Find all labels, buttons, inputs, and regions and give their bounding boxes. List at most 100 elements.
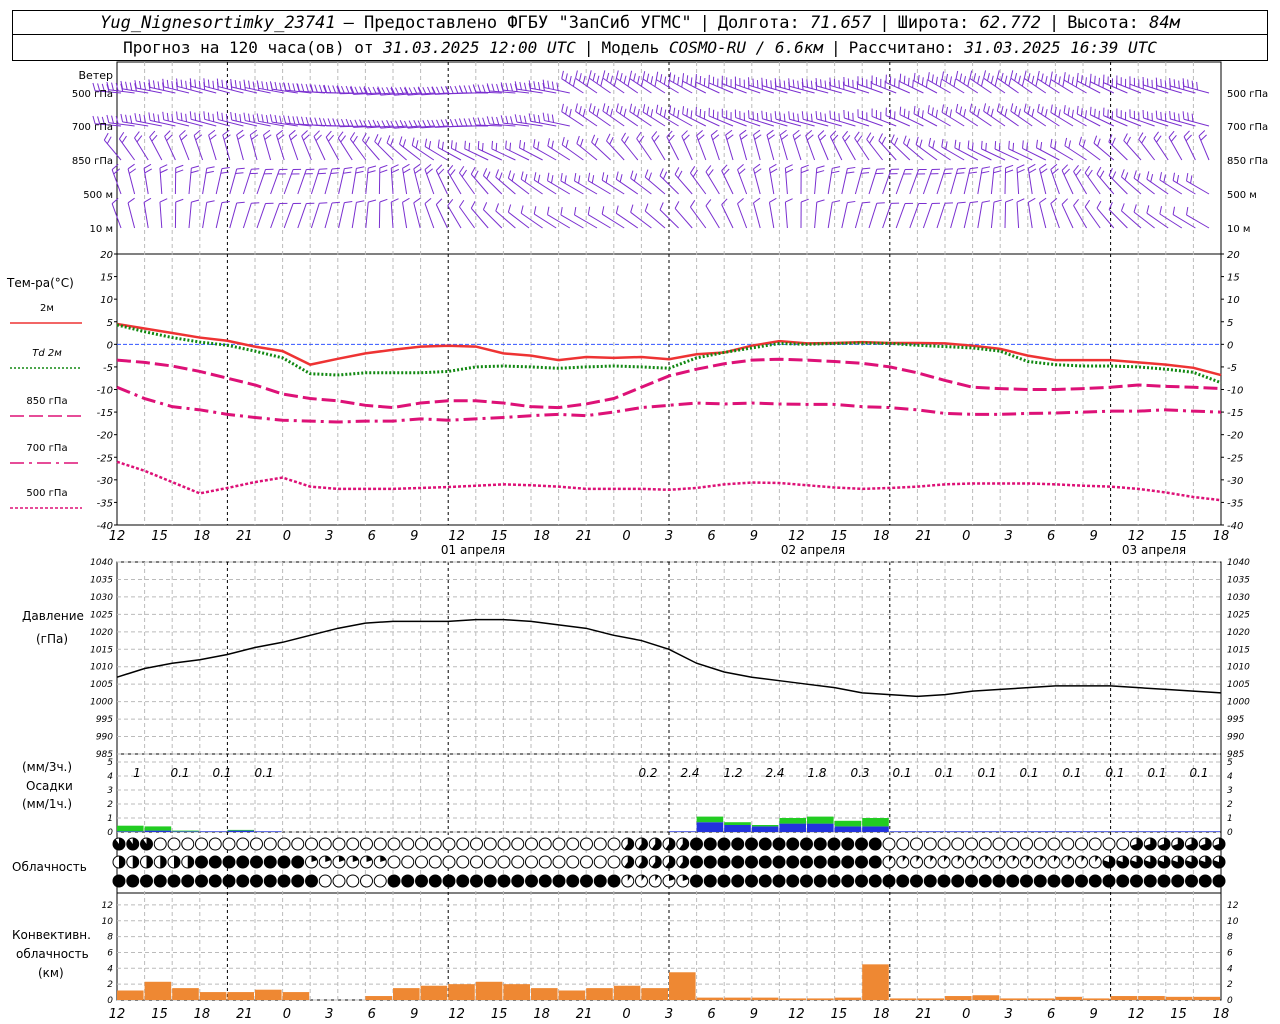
wind-barb-staff bbox=[451, 147, 475, 161]
wind-barb-flag bbox=[345, 118, 350, 127]
convective-bar bbox=[282, 992, 310, 1000]
wind-barb-flag bbox=[463, 118, 468, 127]
wind-barb bbox=[402, 197, 410, 229]
wind-barb-flag bbox=[256, 113, 260, 122]
wind-barb-flag bbox=[216, 111, 219, 120]
convective-bar bbox=[172, 988, 199, 1000]
temp-tick: 15 bbox=[1227, 273, 1240, 284]
wind-barb-flag bbox=[1155, 110, 1158, 119]
wind-barb-flag bbox=[579, 138, 584, 147]
cloud-fill bbox=[665, 856, 675, 868]
wind-barb-flag bbox=[1096, 200, 1102, 209]
cloud-cover-symbol bbox=[250, 855, 263, 869]
wind-barb bbox=[814, 165, 825, 195]
wind-barb bbox=[815, 110, 842, 127]
wind-barb-staff bbox=[1108, 209, 1128, 229]
wind-barb-flag bbox=[959, 73, 963, 82]
wind-barb bbox=[1004, 164, 1014, 195]
wind-barb-flag bbox=[697, 134, 705, 141]
convective-bar bbox=[1027, 998, 1055, 1000]
wind-barb-flag bbox=[726, 134, 734, 140]
wind-barb-flag bbox=[125, 81, 128, 90]
wind-barb bbox=[1008, 140, 1033, 161]
wind-barb bbox=[1183, 130, 1196, 161]
wind-barb-staff bbox=[1022, 147, 1047, 161]
wind-barb-staff bbox=[1103, 115, 1128, 127]
wind-barb-flag bbox=[331, 201, 340, 204]
wind-barb-flag bbox=[482, 84, 486, 93]
wind-barb-flag bbox=[542, 82, 545, 91]
wind-barb-flag bbox=[601, 172, 605, 181]
wind-barb-flag bbox=[415, 140, 419, 149]
wind-barb-flag bbox=[1159, 172, 1163, 181]
wind-barb bbox=[472, 84, 502, 94]
wind-barb-flag bbox=[111, 82, 114, 91]
cloud-cover-symbol bbox=[621, 837, 635, 851]
wind-barb bbox=[270, 202, 288, 229]
wind-barb-flag bbox=[166, 79, 169, 88]
wind-barb-flag bbox=[352, 135, 358, 144]
wind-barb-flag bbox=[279, 82, 282, 91]
wind-barb bbox=[148, 112, 176, 127]
wind-barb-staff bbox=[435, 204, 448, 229]
wind-barb-flag bbox=[582, 75, 586, 84]
cloud-cover-symbol bbox=[745, 855, 758, 869]
wind-level-label: 850 гПа bbox=[1227, 156, 1268, 167]
wind-barb-flag bbox=[533, 114, 536, 123]
cloud-cover-symbol bbox=[635, 874, 648, 888]
cloud-fill bbox=[325, 856, 331, 862]
wind-barb-flag bbox=[1000, 72, 1004, 81]
wind-barb bbox=[913, 105, 938, 127]
wind-barb-flag bbox=[833, 111, 836, 120]
wind-barb-flag bbox=[710, 129, 718, 136]
wind-barb-staff bbox=[297, 169, 307, 195]
cloud-cover-symbol bbox=[1075, 874, 1088, 888]
wind-barb-flag bbox=[819, 134, 827, 141]
wind-barb-flag bbox=[363, 120, 368, 129]
wind-barb bbox=[734, 76, 761, 94]
wind-barb bbox=[362, 133, 380, 161]
wind-barb-staff bbox=[242, 169, 252, 195]
wind-barb bbox=[1037, 70, 1060, 94]
cloud-cover-symbol bbox=[291, 855, 305, 869]
wind-barb-staff bbox=[1010, 110, 1033, 127]
wind-barb-flag bbox=[705, 165, 712, 173]
wind-barb bbox=[459, 199, 476, 229]
conv-tick: 8 bbox=[107, 933, 113, 943]
cloud-cover-symbol bbox=[332, 837, 346, 851]
wind-barb-flag bbox=[309, 84, 314, 93]
wind-barb-flag bbox=[1050, 197, 1058, 204]
convective-bar bbox=[862, 964, 889, 1000]
cloud-fill bbox=[539, 875, 552, 887]
wind-barb-staff bbox=[561, 111, 584, 127]
cloud-fill bbox=[971, 856, 976, 862]
wind-barb-flag bbox=[166, 134, 173, 141]
wind-barb-staff bbox=[470, 207, 489, 229]
wind-barb-flag bbox=[998, 142, 1001, 152]
wind-barb-flag bbox=[115, 116, 119, 125]
wind-barb-staff bbox=[642, 78, 666, 94]
wind-barb-flag bbox=[774, 111, 777, 120]
convective-bar bbox=[1138, 996, 1165, 1000]
cloud-fill bbox=[195, 856, 208, 868]
wind-barb-flag bbox=[547, 80, 550, 89]
wind-barb-flag bbox=[208, 129, 216, 136]
wind-barb-flag bbox=[1138, 132, 1144, 140]
wind-barb-flag bbox=[127, 197, 135, 204]
cloud-cover-symbol bbox=[250, 874, 263, 888]
cloud-cover-symbol bbox=[415, 837, 428, 851]
cloud-circle bbox=[896, 837, 910, 851]
cloud-fill bbox=[1130, 875, 1143, 887]
cloud-circle bbox=[566, 855, 580, 869]
wind-barb-flag bbox=[753, 197, 761, 204]
cloud-fill bbox=[1048, 875, 1060, 887]
wind-barb-flag bbox=[220, 171, 229, 174]
temp-tick: 15 bbox=[100, 273, 113, 284]
cloud-cover-symbol bbox=[1088, 874, 1102, 888]
precip-rain-bar bbox=[1027, 831, 1055, 832]
wind-barb-staff bbox=[768, 202, 775, 229]
wind-barb-staff bbox=[868, 203, 878, 229]
wind-barb bbox=[963, 201, 979, 229]
wind-barb bbox=[1073, 198, 1088, 229]
cloud-cover-symbol bbox=[208, 837, 222, 851]
